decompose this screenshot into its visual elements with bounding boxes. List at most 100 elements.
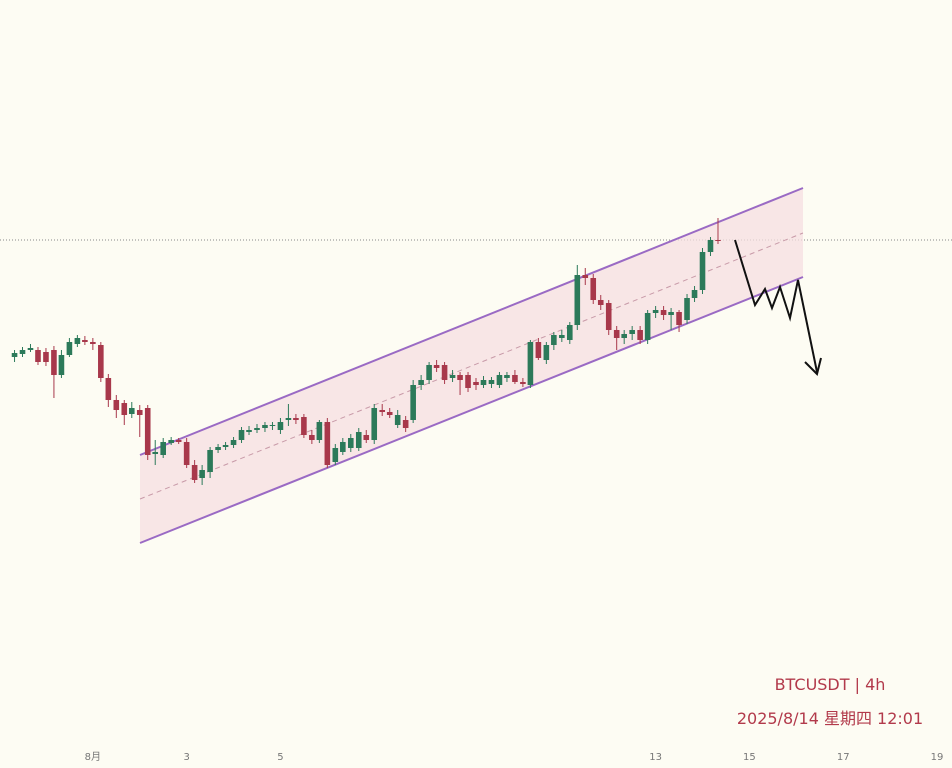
candle-body: [98, 345, 104, 378]
candle-body: [340, 442, 346, 452]
candle-body: [35, 350, 41, 362]
candle-body: [128, 408, 135, 414]
x-tick-label: 3: [183, 752, 189, 763]
candle-body: [269, 425, 276, 426]
candle-body: [457, 375, 463, 380]
candle-body: [566, 325, 573, 340]
arrow-head: [804, 357, 822, 376]
x-tick-label: 8月: [85, 751, 101, 763]
candle-body: [559, 335, 565, 338]
candle-body: [332, 448, 339, 462]
channel-mid: [139, 232, 804, 500]
candle-body: [293, 418, 299, 420]
candle-body: [512, 375, 518, 382]
x-tick-label: 13: [649, 752, 662, 763]
candle-body: [324, 422, 331, 465]
candle-body: [520, 382, 526, 384]
candle-body: [285, 418, 292, 420]
candle-body: [43, 352, 49, 362]
candle-body: [51, 350, 57, 375]
channel-upper: [139, 187, 804, 456]
candle-body: [410, 385, 416, 420]
candle-body: [355, 432, 362, 448]
candle-body: [215, 447, 221, 450]
candle-body: [105, 378, 112, 400]
candle-body: [386, 412, 393, 415]
candle-body: [301, 417, 307, 435]
candle-body: [222, 445, 229, 447]
candle-body: [543, 345, 550, 360]
candle-body: [433, 365, 440, 368]
candle-body: [58, 355, 65, 375]
candle-body: [652, 310, 659, 313]
candle-body: [230, 440, 237, 445]
candle-body: [316, 422, 323, 440]
candle-body: [699, 252, 706, 290]
candle-body: [676, 312, 682, 325]
candles: [11, 218, 721, 485]
candle-body: [136, 410, 143, 415]
candle-body: [480, 380, 487, 385]
candle-body: [535, 342, 542, 358]
candle-body: [488, 380, 495, 384]
candle-body: [113, 400, 120, 410]
candle-body: [402, 420, 409, 428]
candle-body: [426, 365, 432, 380]
candle-body: [246, 430, 252, 432]
candle-body: [168, 440, 174, 443]
candle-body: [199, 470, 205, 478]
candle-body: [441, 365, 448, 380]
candle-body: [262, 425, 268, 428]
candle-body: [707, 240, 714, 252]
candle-body: [371, 408, 378, 440]
candle-body: [691, 290, 698, 298]
candle-body: [90, 342, 96, 344]
candle-body: [207, 450, 213, 472]
x-tick-label: 5: [277, 752, 283, 763]
candle-body: [496, 375, 503, 385]
candle-body: [613, 330, 620, 338]
candle-body: [465, 375, 471, 388]
candle-body: [191, 465, 198, 480]
candle-body: [582, 275, 589, 278]
candle-body: [504, 375, 510, 378]
symbol-label: BTCUSDT | 4h: [775, 675, 886, 694]
candle-body: [183, 442, 190, 465]
candle-body: [590, 278, 597, 300]
candle-body: [551, 335, 557, 345]
candle-body: [574, 275, 581, 325]
candle-body: [597, 300, 604, 305]
channel-fill: [140, 188, 803, 543]
candle-body: [27, 348, 34, 350]
candle-body: [473, 382, 479, 385]
candle-body: [11, 353, 18, 357]
candle-body: [684, 298, 690, 320]
x-tick-label: 17: [837, 752, 850, 763]
candle-body: [527, 342, 534, 385]
candle-body: [175, 440, 182, 442]
candle-body: [309, 435, 315, 440]
forecast-arrow: [734, 239, 818, 373]
candle-body: [254, 428, 260, 430]
candle-body: [644, 313, 651, 340]
candle-body: [363, 435, 370, 440]
channel-lower: [139, 276, 804, 544]
candle-body: [629, 330, 635, 334]
candle-body: [238, 430, 245, 440]
candle-body: [605, 303, 612, 330]
candle-body: [715, 240, 721, 241]
candle-body: [418, 380, 424, 385]
candle-body: [66, 342, 73, 355]
candle-body: [379, 410, 386, 412]
candle-body: [660, 310, 667, 315]
candle-body: [277, 422, 284, 430]
candle-body: [160, 442, 166, 455]
candle-body: [668, 312, 674, 315]
x-tick-label: 15: [743, 752, 756, 763]
candle-body: [394, 415, 401, 425]
candle-body: [152, 452, 159, 454]
candle-body: [121, 403, 128, 415]
candle-body: [19, 350, 26, 354]
